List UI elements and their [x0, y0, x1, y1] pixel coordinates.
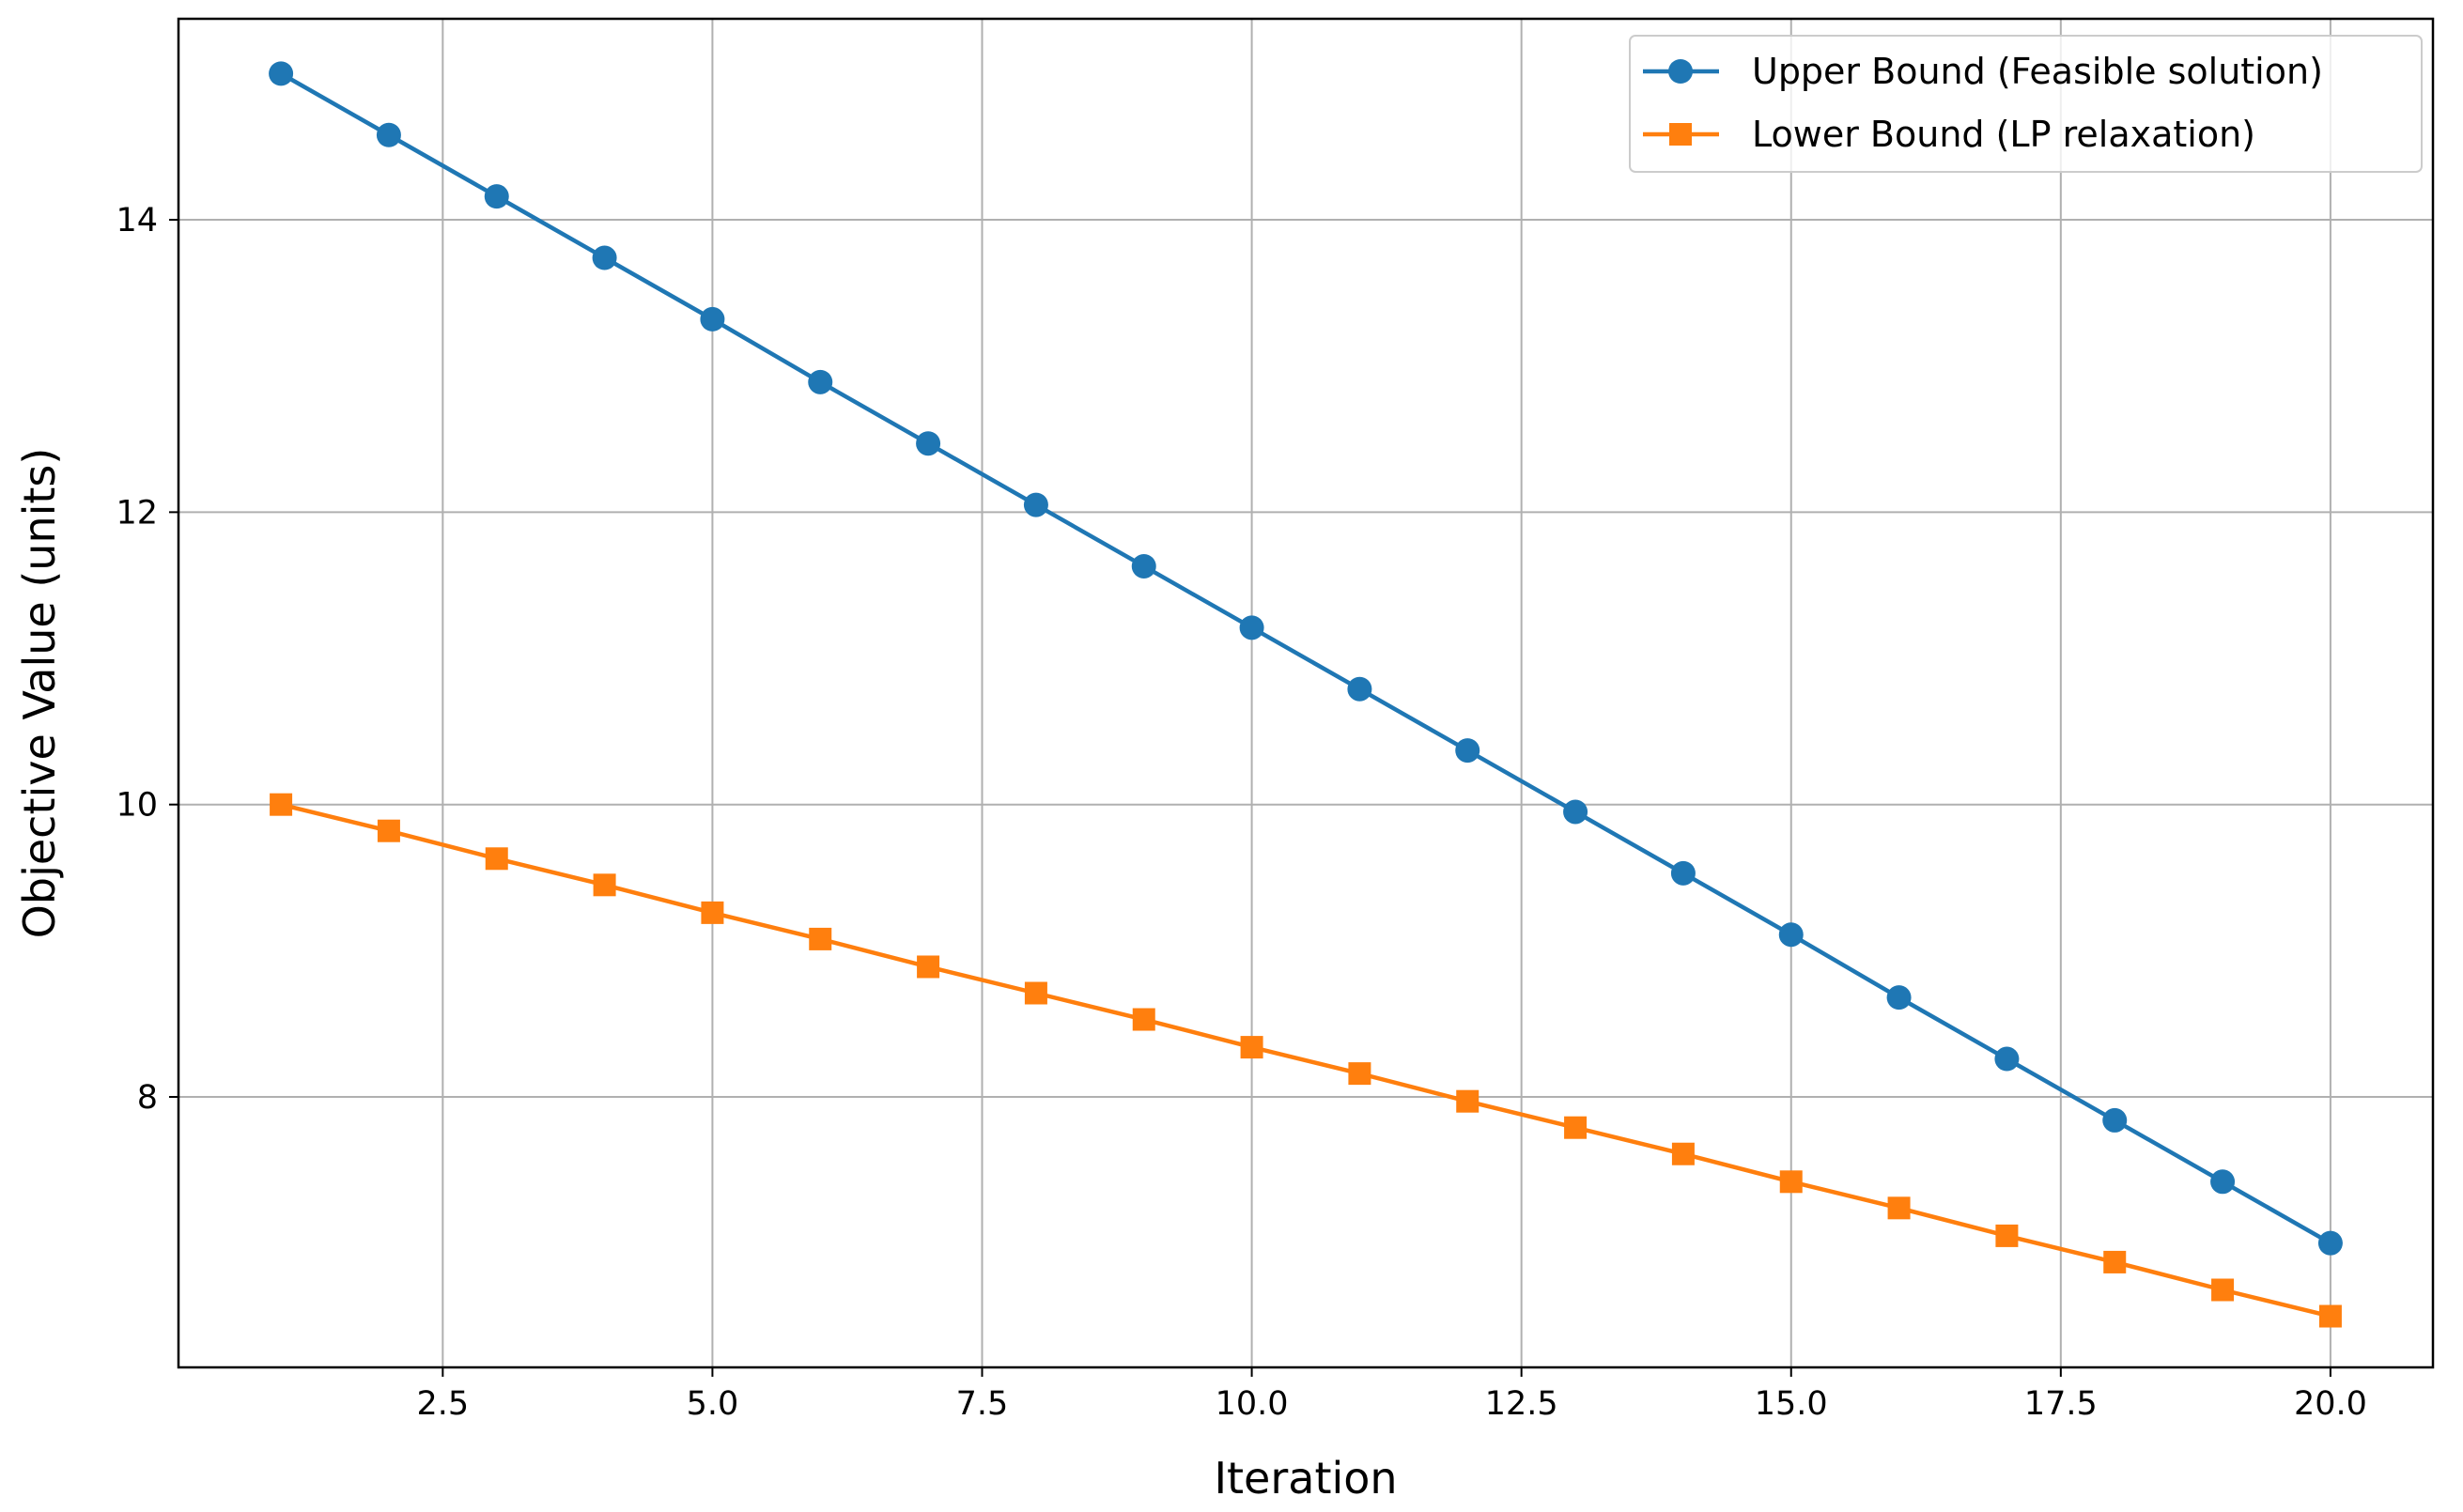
x-tick-label: 20.0	[2294, 1385, 2367, 1423]
legend-entry: Upper Bound (Feasible solution)	[1643, 51, 2323, 92]
legend-box	[1629, 35, 2423, 173]
legend-marker	[1668, 59, 1693, 84]
data-point	[701, 901, 724, 924]
series-upper-bound	[269, 61, 2343, 1256]
x-tick-label: 7.5	[956, 1385, 1009, 1423]
data-point	[1886, 985, 1912, 1011]
data-point	[2211, 1278, 2235, 1302]
data-point	[269, 61, 294, 86]
data-point	[1995, 1224, 2019, 1247]
y-tick-label: 14	[116, 202, 158, 239]
data-point	[2210, 1169, 2236, 1195]
y-tick-label: 12	[116, 494, 158, 532]
grid-lines	[178, 19, 2433, 1367]
data-point	[1240, 1036, 1263, 1059]
data-point	[377, 819, 400, 842]
data-point	[2317, 1230, 2343, 1256]
data-point	[484, 184, 509, 209]
x-tick-label: 5.0	[687, 1385, 739, 1423]
series-layer	[269, 61, 2343, 1328]
x-tick-label: 2.5	[417, 1385, 470, 1423]
legend-label: Upper Bound (Feasible solution)	[1752, 51, 2323, 92]
legend-marker	[1669, 123, 1692, 146]
data-point	[1023, 492, 1048, 517]
data-point	[1563, 799, 1588, 825]
data-point	[1347, 676, 1372, 702]
data-point	[1779, 1170, 1803, 1194]
data-point	[1024, 981, 1047, 1005]
series-lower-bound	[270, 793, 2342, 1328]
data-point	[1239, 615, 1264, 640]
y-tick-label: 10	[116, 787, 158, 825]
data-point	[1455, 738, 1480, 764]
data-point	[916, 431, 941, 456]
data-point	[1671, 1142, 1695, 1165]
data-point	[809, 927, 832, 950]
y-tick-label: 8	[137, 1079, 158, 1117]
data-point	[1348, 1062, 1371, 1086]
x-tick-label: 15.0	[1755, 1385, 1828, 1423]
x-tick-label: 10.0	[1216, 1385, 1289, 1423]
data-point	[1778, 922, 1804, 948]
data-point	[1456, 1089, 1479, 1113]
data-point	[2318, 1304, 2342, 1328]
legend-items: Upper Bound (Feasible solution) Lower Bou…	[1643, 51, 2323, 155]
y-axis-label: Objective Value (units)	[14, 448, 65, 939]
data-point	[1132, 1008, 1155, 1031]
data-point	[270, 793, 293, 816]
x-axis-label: Iteration	[1214, 1453, 1397, 1504]
series-line	[280, 802, 2331, 1319]
legend-label: Lower Bound (LP relaxation)	[1752, 114, 2255, 155]
data-point	[1994, 1046, 2020, 1072]
data-point	[485, 847, 508, 871]
plot-area-frame	[177, 17, 2435, 1369]
series-line	[279, 71, 2332, 1245]
legend: Upper Bound (Feasible solution) Lower Bou…	[1629, 35, 2423, 173]
data-point	[593, 873, 616, 897]
data-point	[376, 122, 401, 147]
data-point	[808, 369, 833, 394]
x-tick-label: 12.5	[1485, 1385, 1558, 1423]
data-point	[1670, 860, 1696, 886]
data-point	[2102, 1107, 2128, 1133]
axis-ticks: 2.5 5.0 7.5 10.0 12.5 15.0 17.5 20.0 8 10 12 14	[116, 202, 2366, 1423]
data-point	[2103, 1250, 2127, 1273]
data-point	[700, 306, 725, 332]
legend-entry: Lower Bound (LP relaxation)	[1643, 114, 2255, 155]
data-point	[1131, 553, 1156, 579]
data-point	[917, 955, 940, 979]
data-point	[1887, 1196, 1911, 1220]
x-tick-label: 17.5	[2024, 1385, 2098, 1423]
data-point	[1564, 1116, 1588, 1139]
data-point	[592, 245, 617, 270]
